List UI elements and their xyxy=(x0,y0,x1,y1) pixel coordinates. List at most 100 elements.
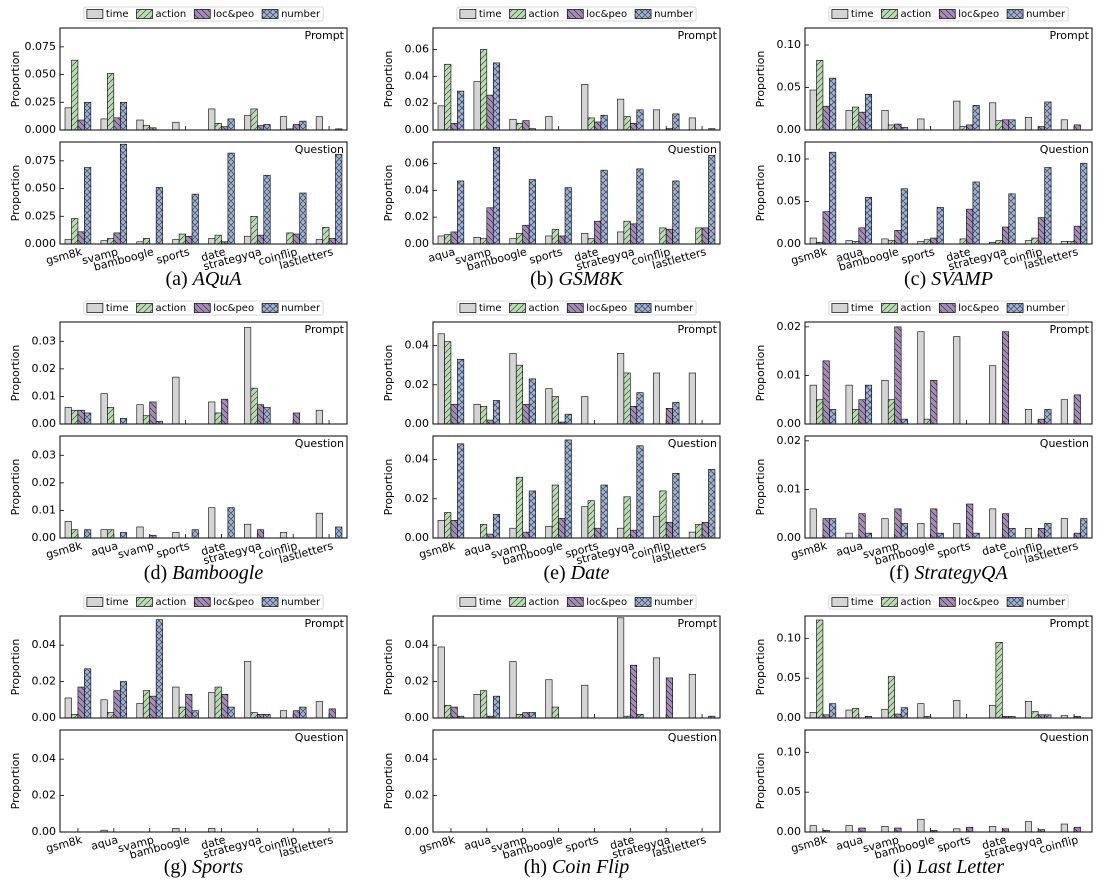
bar xyxy=(665,408,673,425)
bar xyxy=(1002,119,1010,131)
subplot-annotation: Prompt xyxy=(1050,617,1090,630)
bar xyxy=(250,215,258,245)
bar xyxy=(858,111,866,131)
bar xyxy=(900,707,908,719)
bar xyxy=(829,518,837,539)
legend-swatch xyxy=(459,303,477,313)
bar xyxy=(881,518,889,539)
y-tick-label: 0.04 xyxy=(32,752,57,765)
bar xyxy=(1037,527,1045,539)
bar xyxy=(1002,513,1010,539)
y-tick-label: 0.00 xyxy=(777,711,802,724)
bar xyxy=(972,181,980,245)
bar xyxy=(695,227,703,245)
subplot-annotation: Question xyxy=(1040,143,1089,156)
bar xyxy=(113,232,121,245)
y-tick-label: 0.000 xyxy=(25,237,57,250)
axes-frame xyxy=(804,27,1093,131)
panel: time action loc&peo number 0.000 0.025 0.050 0.… xyxy=(9,6,348,290)
subplot-annotation: Question xyxy=(295,437,344,450)
bar xyxy=(1073,225,1081,245)
legend-swatch xyxy=(881,303,898,313)
bar xyxy=(172,121,180,131)
bar xyxy=(617,98,625,131)
bar xyxy=(473,404,481,425)
legend-label: action xyxy=(155,597,186,608)
bar xyxy=(652,657,661,719)
y-axis-label: Proportion xyxy=(9,459,22,516)
y-tick-label: 0.00 xyxy=(405,825,430,838)
caption: (a) AQuA xyxy=(165,268,242,290)
legend-label: number xyxy=(1026,9,1066,20)
bar xyxy=(917,331,925,425)
x-tick-label: sports xyxy=(564,833,600,854)
legend-label: loc&peo xyxy=(586,597,627,608)
bar xyxy=(172,376,180,425)
bar xyxy=(257,714,265,719)
axes-frame xyxy=(59,27,348,131)
bar xyxy=(328,238,336,245)
y-tick-label: 0.04 xyxy=(32,638,57,651)
caption-label: (a) xyxy=(165,268,187,290)
legend: time action loc&peo number xyxy=(83,6,324,22)
subplot-annotation: Prompt xyxy=(678,323,718,336)
bar xyxy=(227,152,235,245)
caption-name: AQuA xyxy=(191,268,243,290)
legend-swatch xyxy=(86,9,104,19)
bar xyxy=(214,123,222,131)
axes-frame xyxy=(804,141,1093,245)
bar xyxy=(227,507,235,539)
bar xyxy=(959,126,967,131)
y-tick-label: 0.00 xyxy=(777,237,802,250)
legend-label: time xyxy=(106,9,129,20)
axes-frame xyxy=(59,141,348,245)
panel: time action loc&peo number 0.00 0.02 0.04 0.06 P… xyxy=(382,6,721,290)
bar xyxy=(178,706,186,719)
bar xyxy=(636,168,644,245)
x-tick-label: aqua xyxy=(89,539,119,559)
bar xyxy=(551,484,559,539)
y-tick-label: 0.10 xyxy=(777,745,802,758)
bar xyxy=(71,714,79,719)
x-tick-label: coinflip xyxy=(1038,833,1080,856)
bar xyxy=(257,404,265,425)
bar xyxy=(1080,162,1088,245)
bar xyxy=(257,234,265,245)
bar xyxy=(995,120,1003,131)
legend-label: action xyxy=(900,303,931,314)
panel: time action loc&peo number 0.00 0.02 0.04 Propo… xyxy=(382,300,721,584)
bar xyxy=(887,676,895,719)
bar xyxy=(587,500,595,539)
legend-swatch xyxy=(634,9,652,19)
subplot-annotation: Question xyxy=(1040,731,1089,744)
legend-label: loc&peo xyxy=(213,303,254,314)
bar xyxy=(279,116,288,131)
bar xyxy=(437,105,445,131)
bar xyxy=(486,533,494,539)
bar xyxy=(953,700,961,719)
bar xyxy=(208,692,216,719)
bar xyxy=(315,409,323,425)
bar xyxy=(64,107,72,131)
bar xyxy=(829,151,837,245)
bar xyxy=(600,484,608,539)
bar xyxy=(515,122,523,131)
y-tick-label: 0.00 xyxy=(777,123,802,136)
bar xyxy=(659,490,667,539)
bar xyxy=(328,708,336,719)
bar xyxy=(149,401,157,425)
legend-label: number xyxy=(281,9,321,20)
legend-swatch xyxy=(831,597,849,607)
bar xyxy=(564,413,572,425)
bar xyxy=(509,661,517,719)
bar xyxy=(257,125,265,131)
bar xyxy=(1080,518,1088,539)
bar xyxy=(995,240,1003,245)
bar xyxy=(809,508,817,539)
bar xyxy=(852,409,860,425)
y-axis-label: Proportion xyxy=(9,345,22,402)
bar xyxy=(953,100,961,131)
bar xyxy=(64,521,72,539)
bar xyxy=(71,529,79,539)
bar xyxy=(142,238,150,245)
